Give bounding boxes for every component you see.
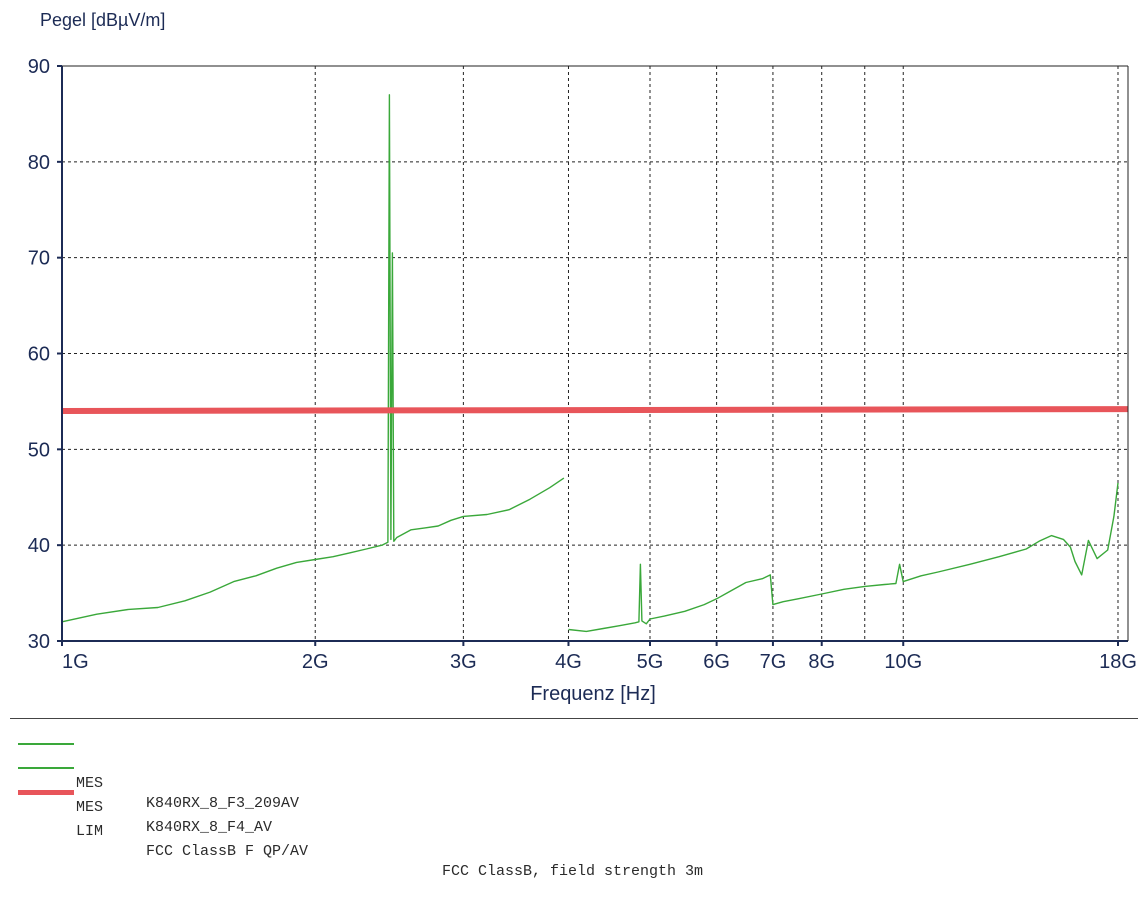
series-line-measurement	[61, 94, 565, 623]
x-tick-label: 7G	[760, 651, 787, 673]
x-tick-label: 5G	[637, 651, 664, 673]
y-tick-label: 50	[28, 439, 50, 461]
tick-labels: 30 40 50 60 70 80 90 1G 2G 3G 4G 5G 6G 7G 8G 10G 18G	[28, 56, 1137, 673]
x-tick-label: 1G	[62, 651, 89, 673]
x-axis-label: Frequenz [Hz]	[530, 683, 656, 705]
legend-item: MES K840RX_8_F3_209AV	[0, 734, 299, 812]
legend-item: LIM FCC ClassB F QP/AV FCC ClassB, field…	[0, 782, 703, 880]
legend-divider	[10, 718, 1138, 719]
series-layer	[61, 94, 1129, 633]
x-tick-label: 18G	[1099, 651, 1137, 673]
y-tick-label: 40	[28, 535, 50, 557]
legend-swatch	[18, 767, 74, 769]
legend-swatch	[18, 743, 74, 745]
legend-name: FCC ClassB F QP/AV	[146, 843, 309, 860]
y-tick-label: 30	[28, 631, 50, 653]
series-line-measurement	[568, 482, 1119, 633]
legend-swatch	[18, 790, 74, 795]
x-tick-label: 6G	[703, 651, 730, 673]
x-tick-label: 3G	[450, 651, 477, 673]
grid	[62, 66, 1128, 641]
x-tick-label: 8G	[808, 651, 835, 673]
x-tick-label: 4G	[555, 651, 582, 673]
legend-item: MES K840RX_8_F4_AV	[0, 758, 272, 836]
x-tick-label: 10G	[884, 651, 922, 673]
series-line-limit	[61, 406, 1129, 414]
y-tick-label: 60	[28, 344, 50, 366]
emission-chart: Pegel [dBµV/m] 30 40 50 60 70 80 90 1G 2G 3G 4G 5G 6…	[28, 10, 1137, 705]
legend-type: LIM	[76, 823, 104, 840]
legend-type: MES	[76, 775, 104, 792]
y-axis-label: Pegel [dBµV/m]	[40, 10, 165, 30]
legend-name: K840RX_8_F4_AV	[146, 819, 273, 836]
y-tick-label: 90	[28, 56, 50, 78]
x-tick-label: 2G	[302, 651, 329, 673]
legend-type: MES	[76, 799, 104, 816]
legend-name: K840RX_8_F3_209AV	[146, 795, 300, 812]
y-tick-label: 80	[28, 152, 50, 174]
legend-description: FCC ClassB, field strength 3m	[442, 863, 704, 880]
y-tick-label: 70	[28, 248, 50, 270]
